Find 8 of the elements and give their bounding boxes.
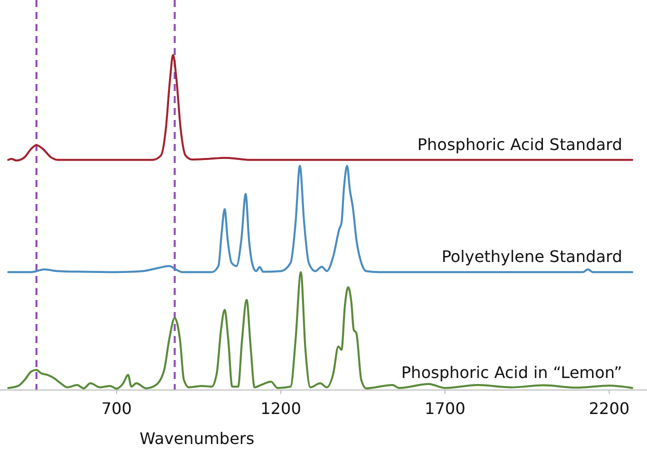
x-axis-title: Wavenumbers [140,429,254,448]
series-label: Polyethylene Standard [442,247,622,266]
x-tick-label: 2200 [588,399,630,418]
x-tick-label: 1700 [424,399,466,418]
series-label: Phosphoric Acid in “Lemon” [401,362,622,382]
x-tick-label: 700 [101,399,132,418]
series-label: Phosphoric Acid Standard [417,134,622,154]
x-tick-label: 1200 [260,399,302,418]
